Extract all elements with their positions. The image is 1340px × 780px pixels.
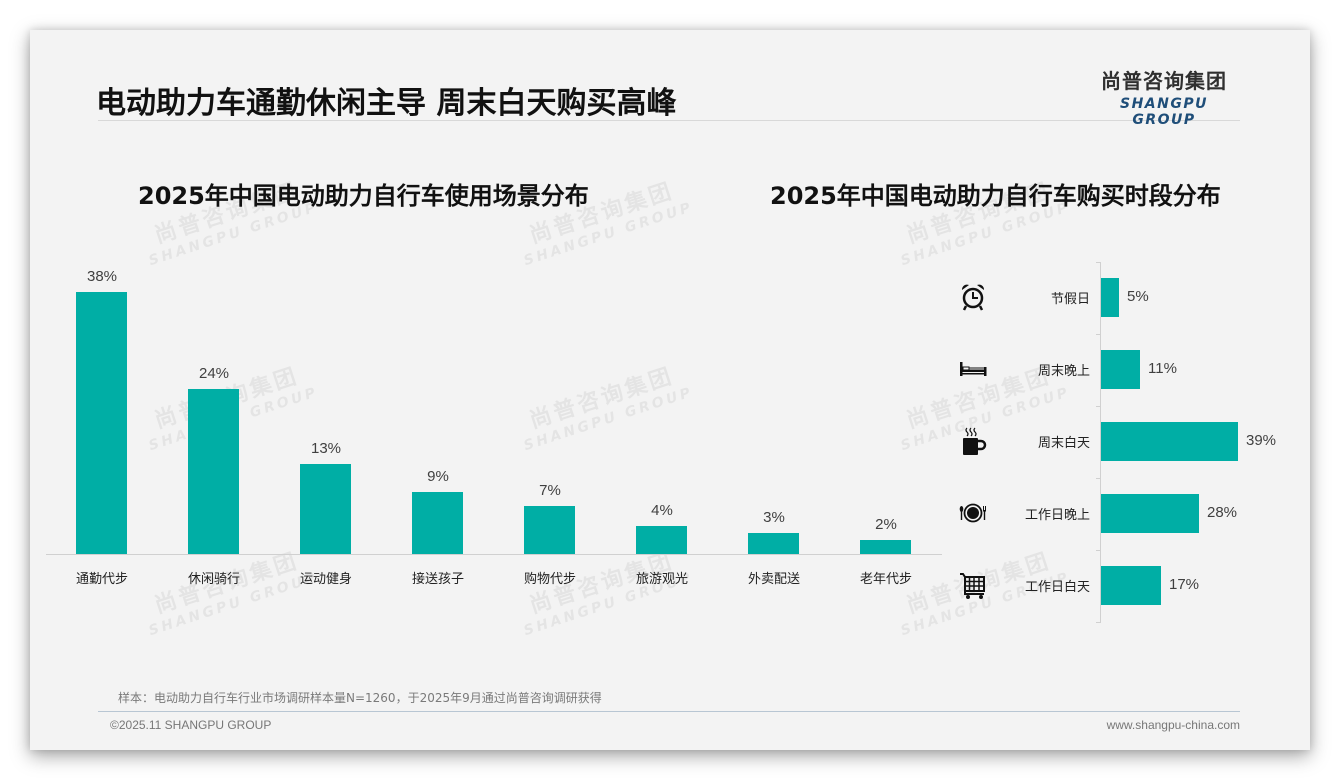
bar-category-label: 接送孩子 (411, 572, 464, 587)
bar-row: 周末白天 39% (950, 406, 1290, 478)
bar-category-label: 工作日晚上 (1024, 508, 1090, 523)
bar-category-label: 老年代步 (859, 572, 912, 587)
bar-value-label: 7% (539, 482, 561, 499)
company-logo: 尚普咨询集团 SHANGPU GROUP (1088, 65, 1240, 128)
page-title: 电动助力车通勤休闲主导 周末白天购买高峰 (96, 86, 677, 121)
axis-tick (1096, 478, 1101, 479)
bar-category-label: 周末晚上 (1037, 364, 1090, 379)
bar-value-label: 38% (86, 268, 118, 285)
bar-group: 13% 运动健身 (270, 250, 382, 590)
bar (1101, 422, 1238, 461)
x-axis-line (46, 554, 942, 555)
website-link[interactable]: www.shangpu-china.com (1106, 718, 1240, 732)
bar-value-label: 9% (427, 468, 449, 485)
bar-group: 38% 通勤代步 (46, 250, 158, 590)
bar (860, 540, 911, 554)
bar-group: 9% 接送孩子 (382, 250, 494, 590)
bar (1101, 494, 1199, 533)
alarm-clock-icon (961, 284, 985, 311)
purchase-chart-title: 2025年中国电动助力自行车购买时段分布 (770, 182, 1221, 210)
axis-tick (1096, 550, 1101, 551)
copyright: ©2025.11 SHANGPU GROUP (110, 718, 272, 732)
bar-category-label: 节假日 (1050, 292, 1090, 307)
bar-category-label: 通勤代步 (75, 572, 128, 587)
usage-scenario-bar-chart: 38% 通勤代步 24% 休闲骑行 13% 运动健身 9% 接送孩子 7% 购物代步 4%… (46, 250, 942, 590)
y-axis-line (1100, 262, 1101, 622)
bar-group: 2% 老年代步 (830, 250, 942, 590)
bar-value-label: 17% (1169, 576, 1200, 593)
dinner-plate-icon (959, 503, 986, 523)
bar-value-label: 13% (310, 440, 342, 457)
bar (1101, 350, 1140, 389)
logo-english-name: SHANGPU GROUP (1120, 96, 1208, 128)
sample-note: 样本：电动助力自行车行业市场调研样本量N=1260，于2025年9月通过尚普咨询… (118, 691, 602, 705)
bar-row: 周末晚上 11% (950, 334, 1290, 406)
footer-divider (98, 711, 1240, 712)
bar-category-label: 运动健身 (299, 572, 352, 587)
bar-value-label: 5% (1127, 288, 1149, 305)
bar-group: 4% 旅游观光 (606, 250, 718, 590)
bar-value-label: 3% (763, 509, 785, 526)
bar-value-label: 39% (1246, 432, 1277, 449)
bar-category-label: 外卖配送 (747, 572, 800, 587)
bar-value-label: 11% (1148, 360, 1177, 377)
bar (76, 292, 127, 554)
bar (748, 533, 799, 554)
axis-tick (1096, 334, 1101, 335)
bar (524, 506, 575, 554)
shopping-cart-icon (960, 573, 985, 599)
bed-icon (960, 362, 987, 376)
bar-row: 工作日晚上 28% (950, 478, 1290, 550)
bar-group: 7% 购物代步 (494, 250, 606, 590)
bar-group: 3% 外卖配送 (718, 250, 830, 590)
logo-chinese-name: 尚普咨询集团 (1101, 69, 1227, 93)
bar-category-label: 周末白天 (1037, 436, 1090, 451)
bar-row: 工作日白天 17% (950, 550, 1290, 622)
hot-coffee-icon (963, 427, 987, 455)
axis-tick (1096, 406, 1101, 407)
bar (1101, 278, 1119, 317)
bar-category-label: 购物代步 (523, 572, 576, 587)
bar-value-label: 28% (1207, 504, 1238, 521)
bar-value-label: 24% (198, 365, 230, 382)
purchase-time-bar-chart: 节假日 5% 周末晚上 11% 周末白天 (950, 262, 1290, 624)
axis-tick (1096, 622, 1101, 623)
bar-category-label: 旅游观光 (635, 572, 688, 587)
usage-chart-title: 2025年中国电动助力自行车使用场景分布 (138, 182, 589, 210)
bar-value-label: 4% (651, 502, 673, 519)
bar (300, 464, 351, 554)
bar (1101, 566, 1161, 605)
bar-category-label: 工作日白天 (1024, 580, 1090, 595)
bar-value-label: 2% (875, 516, 897, 533)
bar (188, 389, 239, 554)
header-divider (98, 120, 1240, 121)
bar-category-label: 休闲骑行 (187, 572, 240, 587)
bar-row: 节假日 5% (950, 262, 1290, 334)
bar-group: 24% 休闲骑行 (158, 250, 270, 590)
axis-tick (1096, 262, 1101, 263)
bar (412, 492, 463, 554)
slide: 电动助力车通勤休闲主导 周末白天购买高峰 尚普咨询集团 SHANGPU GROU… (30, 30, 1310, 750)
bar (636, 526, 687, 554)
